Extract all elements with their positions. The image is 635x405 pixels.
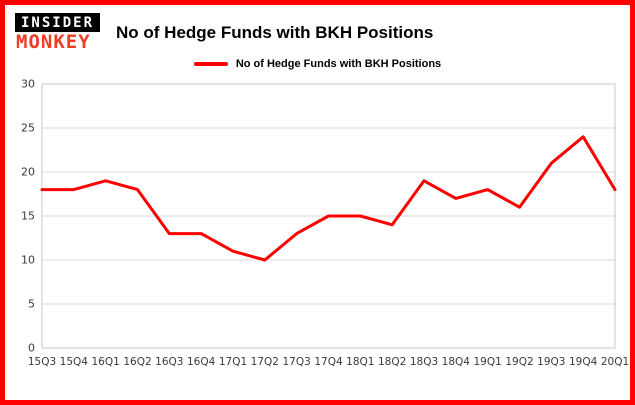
- y-tick-label: 20: [21, 166, 35, 179]
- series-line: [40, 135, 617, 262]
- x-tick-label: 20Q1: [601, 356, 629, 368]
- x-tick-label: 17Q3: [283, 356, 311, 368]
- legend-line-marker: [193, 62, 228, 66]
- header: INSIDER MONKEY No of Hedge Funds with BK…: [5, 5, 630, 52]
- y-tick-label: 10: [21, 254, 35, 267]
- legend: No of Hedge Funds with BKH Positions: [5, 56, 630, 72]
- insider-monkey-logo: INSIDER MONKEY: [15, 13, 101, 53]
- x-tick-label: 18Q4: [442, 356, 471, 368]
- y-tick-label: 30: [21, 78, 35, 91]
- line-chart: 0 5 10 15 20 25 30 15Q3 15Q4 16Q1 16Q2 16Q3 16Q4 17Q1…: [21, 78, 629, 369]
- x-tick-label: 19Q1: [474, 356, 502, 368]
- x-tick-label: 17Q4: [314, 356, 343, 368]
- x-tick-label: 18Q2: [378, 356, 406, 368]
- logo-insider-text: INSIDER: [15, 13, 101, 32]
- logo-monkey-text: MONKEY: [16, 31, 91, 53]
- x-tick-label: 16Q2: [123, 356, 151, 368]
- legend-label: No of Hedge Funds with BKH Positions: [235, 58, 442, 70]
- x-tick-label: 15Q3: [28, 356, 56, 368]
- x-tick-label: 19Q4: [569, 356, 598, 368]
- x-tick-label: 17Q2: [251, 356, 279, 368]
- x-tick-label: 19Q2: [505, 356, 533, 368]
- x-tick-label: 16Q4: [187, 356, 216, 368]
- x-tick-label: 17Q1: [219, 356, 247, 368]
- y-tick-label: 5: [28, 298, 35, 311]
- x-tick-label: 18Q1: [346, 356, 374, 368]
- x-tick-label: 15Q4: [60, 356, 89, 368]
- x-tick-label: 18Q3: [410, 356, 438, 368]
- y-tick-label: 25: [21, 122, 35, 135]
- y-tick-label: 15: [21, 210, 35, 223]
- x-tick-label: 16Q1: [92, 356, 120, 368]
- plot-border: [41, 83, 616, 349]
- x-tick-label: 19Q3: [537, 356, 565, 368]
- x-tick-label: 16Q3: [155, 356, 183, 368]
- y-tick-label: 0: [28, 342, 35, 355]
- chart-title: No of Hedge Funds with BKH Positions: [116, 22, 434, 42]
